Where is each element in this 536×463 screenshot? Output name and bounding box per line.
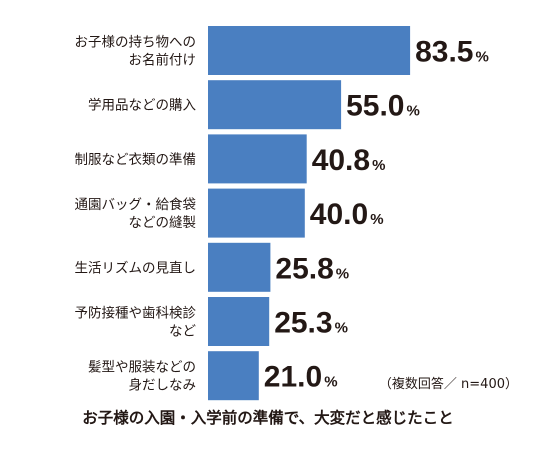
value-unit-5: % xyxy=(335,320,348,337)
category-label-6-1: 身だしなみ xyxy=(129,378,197,394)
value-label-4: 25.8% xyxy=(275,252,349,285)
value-unit-6: % xyxy=(324,374,337,391)
category-label-3-0: 通園バッグ・給食袋 xyxy=(75,196,197,213)
category-label-5-1: など xyxy=(169,324,196,340)
value-label-0: 83.5% xyxy=(415,36,489,69)
value-label-1: 55.0% xyxy=(346,90,420,123)
chart-title: お子様の入園・入学前の準備で、大変だと感じたこと xyxy=(82,408,453,427)
bar-6 xyxy=(208,351,259,401)
category-label-0-1: お名前付け xyxy=(129,52,197,69)
value-unit-3: % xyxy=(370,211,383,228)
bar-1 xyxy=(208,80,342,130)
category-label-1-0: 学用品などの購入 xyxy=(88,98,196,114)
category-label-6-0: 髪型や服装などの xyxy=(88,360,196,376)
value-unit-2: % xyxy=(372,157,385,174)
bar-3 xyxy=(208,188,305,238)
category-label-3-1: などの縫製 xyxy=(129,215,197,231)
value-unit-0: % xyxy=(475,49,488,66)
value-label-2: 40.8% xyxy=(312,144,386,177)
bar-4 xyxy=(208,242,271,292)
sample-note: （複数回答／ n=400） xyxy=(379,376,518,392)
category-label-4-0: 生活リズムの見直し xyxy=(75,260,197,276)
category-label-2-0: 制服など衣類の準備 xyxy=(75,152,197,168)
category-label-5-0: 予防接種や歯科検診 xyxy=(75,305,197,322)
value-label-3: 40.0% xyxy=(310,198,384,231)
value-label-5: 25.3% xyxy=(274,307,348,340)
bar-0 xyxy=(208,26,411,75)
bar-2 xyxy=(208,134,307,184)
value-unit-4: % xyxy=(336,265,349,282)
bar-5 xyxy=(208,297,270,346)
value-label-6: 21.0% xyxy=(264,361,338,394)
value-unit-1: % xyxy=(406,103,419,120)
category-label-0-0: お子様の持ち物への xyxy=(75,35,197,51)
